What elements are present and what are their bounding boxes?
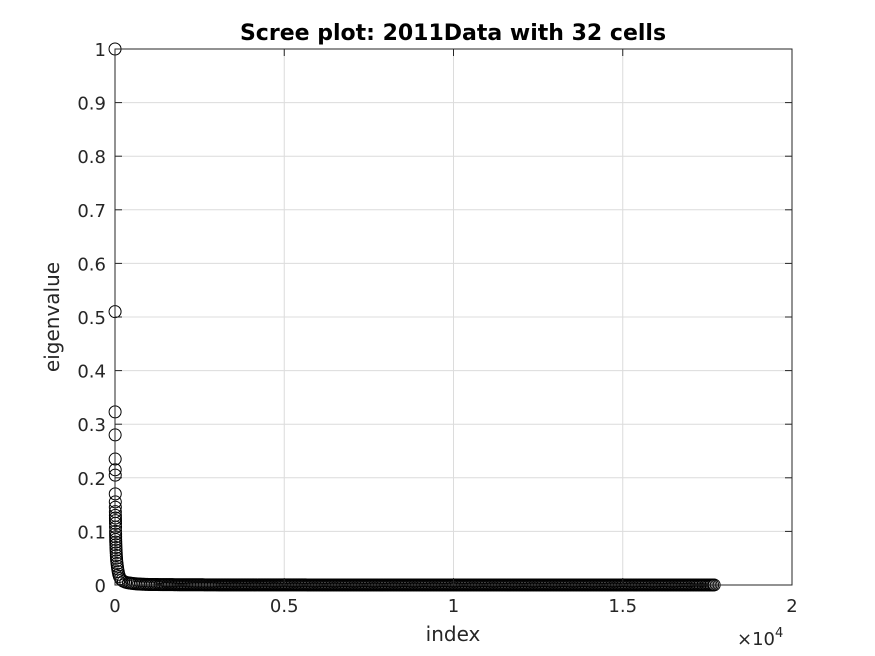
y-tick-label: 0.9 [77,94,106,115]
x-axis-label: index [426,622,481,646]
y-tick-label: 0.5 [77,308,106,329]
y-tick-label: 0.4 [77,362,106,383]
y-tick-label: 0.1 [77,522,106,543]
x-exponent-label: ×104 [737,626,783,650]
y-tick-label: 0 [95,576,106,597]
y-tick-label: 0.8 [77,147,106,168]
y-axis-label: eigenvalue [40,262,64,372]
x-tick-label: 2 [786,596,797,617]
data-point [109,516,123,530]
x-tick-label: 0 [109,596,120,617]
data-point [109,532,123,546]
y-tick-label: 0.3 [77,415,106,436]
data-point [109,530,123,544]
y-tick-label: 0.7 [77,201,106,222]
data-point [109,527,123,541]
y-tick-label: 0.6 [77,254,106,275]
x-tick-label: 1 [448,596,459,617]
x-tick-label: 1.5 [608,596,637,617]
x-exponent-base: ×10 [737,629,775,650]
y-tick-label: 1 [95,40,106,61]
axis-ticks: 0 0.5 1 1.5 2 0 0.1 0.2 0.3 0.4 0.5 0.6 0.7 0.8 0.9 1 [77,40,797,617]
x-tick-label: 0.5 [270,596,299,617]
x-exponent-power: 4 [775,626,783,641]
y-tick-label: 0.2 [77,469,106,490]
chart-title: Scree plot: 2011Data with 32 cells [240,21,666,46]
